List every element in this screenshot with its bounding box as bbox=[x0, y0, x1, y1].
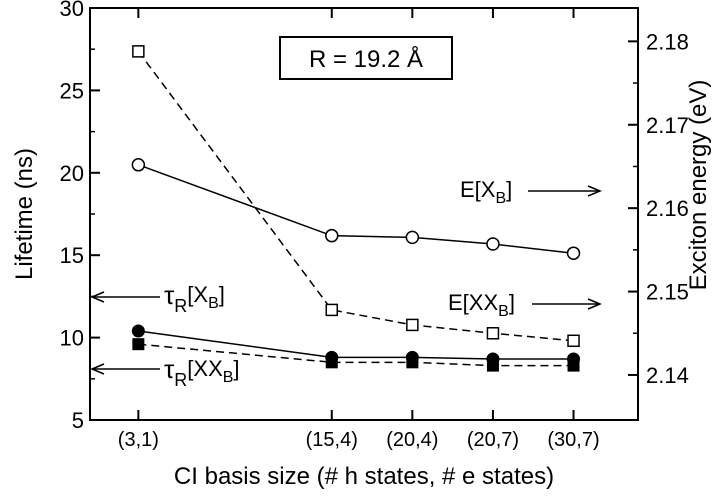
ticks-layer: 5 10 15 20 25 30 2.14 2.15 2.16 2.17 2.18 (3,1) (15,… bbox=[60, 0, 689, 451]
label-tau-xb-base: τ bbox=[164, 280, 175, 310]
svg-text:E[XXB]: E[XXB] bbox=[448, 290, 515, 320]
label-tau-xxb-tail: [XX bbox=[187, 356, 223, 381]
data-point bbox=[132, 338, 145, 351]
label-tau-xxb-sub2: B bbox=[223, 369, 234, 386]
y-left-tick-label: 25 bbox=[60, 78, 84, 103]
label-tau-xxb-base: τ bbox=[164, 354, 175, 384]
data-point bbox=[325, 228, 339, 243]
y-left-tick-label: 15 bbox=[60, 243, 84, 268]
data-point bbox=[131, 324, 145, 338]
y-left-tick-label: 20 bbox=[60, 161, 84, 186]
label-tau-xxb-sub: R bbox=[174, 370, 187, 390]
y-right-tick-label: 2.14 bbox=[646, 363, 689, 388]
y-right-tick-label: 2.16 bbox=[646, 196, 689, 221]
y-right-tick-label: 2.18 bbox=[646, 29, 689, 54]
x-tick-label: (20,7) bbox=[467, 429, 519, 451]
label-tau-xxb: τR[XXB] bbox=[90, 354, 240, 390]
series-layer bbox=[131, 45, 581, 372]
label-e-xxb-tail: ] bbox=[509, 290, 515, 315]
svg-text:τR[XXB]: τR[XXB] bbox=[164, 354, 240, 390]
x-axis-title: CI basis size (# h states, # e states) bbox=[174, 463, 554, 490]
label-tau-xxb-end: ] bbox=[233, 356, 239, 381]
y-axis-title-right: Exciton energy (eV) bbox=[685, 80, 712, 291]
data-point bbox=[566, 246, 581, 260]
data-point bbox=[132, 45, 145, 58]
y-left-tick-label: 10 bbox=[60, 326, 84, 351]
label-e-xb-base: E[X bbox=[460, 177, 496, 202]
data-point bbox=[131, 158, 146, 172]
data-point bbox=[567, 359, 580, 372]
data-point bbox=[406, 356, 419, 369]
data-point bbox=[325, 356, 338, 369]
label-e-xb-sub: B bbox=[495, 190, 506, 207]
label-e-xb-tail: ] bbox=[506, 177, 512, 202]
data-point bbox=[486, 359, 499, 372]
data-point bbox=[405, 230, 420, 245]
data-point bbox=[486, 327, 500, 340]
label-e-xb: E[XB] bbox=[460, 177, 602, 207]
label-tau-xb-tail: [X bbox=[187, 282, 208, 307]
label-e-xxb-base: E[XX bbox=[448, 290, 498, 315]
x-tick-label: (15,4) bbox=[306, 429, 358, 451]
data-point bbox=[325, 303, 339, 317]
data-point bbox=[567, 334, 580, 348]
data-point bbox=[406, 318, 419, 332]
y-right-tick-label: 2.17 bbox=[646, 113, 689, 138]
label-e-xxb: E[XXB] bbox=[448, 290, 602, 320]
annotation-box-text: R = 19.2 Å bbox=[309, 45, 423, 73]
y-left-tick-label: 30 bbox=[60, 0, 84, 21]
label-e-xxb-sub: B bbox=[498, 303, 509, 320]
arrow-tau-xxb-head bbox=[90, 363, 105, 375]
svg-text:τR[XB]: τR[XB] bbox=[164, 280, 225, 316]
y-axis-title-left: Lifetime (ns) bbox=[11, 148, 38, 280]
x-tick-label: (3,1) bbox=[118, 429, 159, 451]
x-tick-label: (20,4) bbox=[386, 429, 438, 451]
annotation-box-frame bbox=[279, 36, 453, 80]
label-tau-xb-end: ] bbox=[219, 282, 225, 307]
arrow-e-xb-head bbox=[587, 185, 602, 197]
x-tick-label: (30,7) bbox=[547, 429, 599, 451]
label-tau-xb-sub2: B bbox=[208, 295, 219, 312]
label-tau-xb: τR[XB] bbox=[90, 280, 225, 316]
arrow-e-xxb-head bbox=[587, 298, 602, 310]
y-left-tick-label: 5 bbox=[72, 408, 84, 433]
svg-text:E[XB]: E[XB] bbox=[460, 177, 512, 207]
data-point bbox=[486, 237, 500, 251]
y-right-tick-label: 2.15 bbox=[646, 280, 689, 305]
label-tau-xb-sub: R bbox=[174, 296, 187, 316]
